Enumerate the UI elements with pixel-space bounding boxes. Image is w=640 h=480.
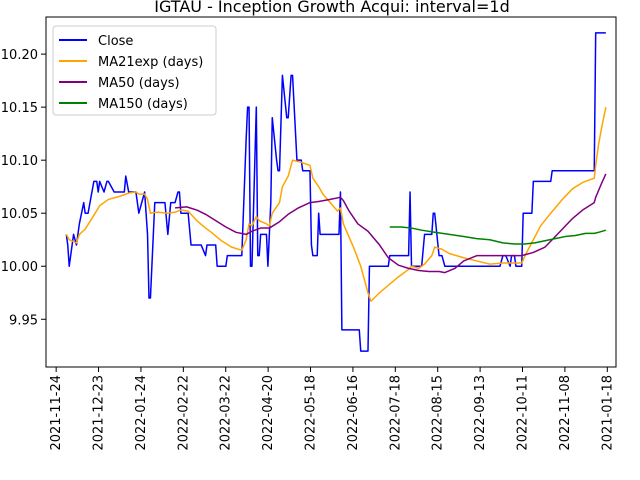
legend-entry: MA150 (days) [98, 97, 188, 112]
legend-entry: MA50 (days) [98, 76, 180, 91]
x-tick-label: 2022-05-18 [304, 375, 319, 451]
x-tick-label: 2021-01-18 [600, 375, 615, 451]
series-line-ma50-days [175, 173, 607, 274]
legend-entry: MA21exp (days) [98, 55, 203, 70]
x-tick-label: 2022-01-24 [134, 375, 149, 451]
x-tick-label: 2022-04-20 [261, 375, 276, 451]
x-tick-label: 2022-07-18 [388, 375, 403, 451]
y-tick-label: 10.10 [1, 154, 38, 169]
x-tick-label: 2021-12-23 [92, 375, 107, 451]
legend-entry: Close [98, 34, 133, 49]
x-tick-label: 2021-11-24 [49, 375, 64, 451]
x-tick-label: 2022-10-11 [516, 375, 531, 451]
series-line-ma150-days [389, 226, 607, 245]
legend-box [52, 25, 217, 116]
legend: Close MA21exp (days) MA50 (days) MA150 (day… [52, 25, 217, 116]
y-tick-label: 10.20 [1, 48, 38, 63]
x-tick-label: 2022-11-08 [558, 375, 573, 451]
y-tick-label: 10.00 [1, 260, 38, 275]
plot-frame [45, 16, 617, 368]
series-line-ma21exp-days [65, 106, 607, 302]
y-tick-label: 10.15 [1, 101, 38, 116]
x-tick-label: 2022-09-13 [473, 375, 488, 451]
x-tick-label: 2022-06-16 [346, 375, 361, 451]
chart-title: IGTAU - Inception Growth Acqui: interval… [154, 0, 510, 16]
y-tick-label: 9.95 [9, 313, 38, 328]
x-tick-label: 2022-08-15 [431, 375, 446, 451]
y-tick-label: 10.05 [1, 207, 38, 222]
y-axis: 9.95 10.00 10.05 10.10 10.15 10.20 [1, 48, 46, 328]
x-axis: 2021-11-24 2021-12-23 2022-01-24 2022-02-22… [49, 367, 615, 451]
series-layer [65, 32, 607, 352]
series-line-close [65, 32, 606, 352]
x-tick-label: 2022-03-22 [219, 375, 234, 451]
x-tick-label: 2022-02-22 [176, 375, 191, 451]
